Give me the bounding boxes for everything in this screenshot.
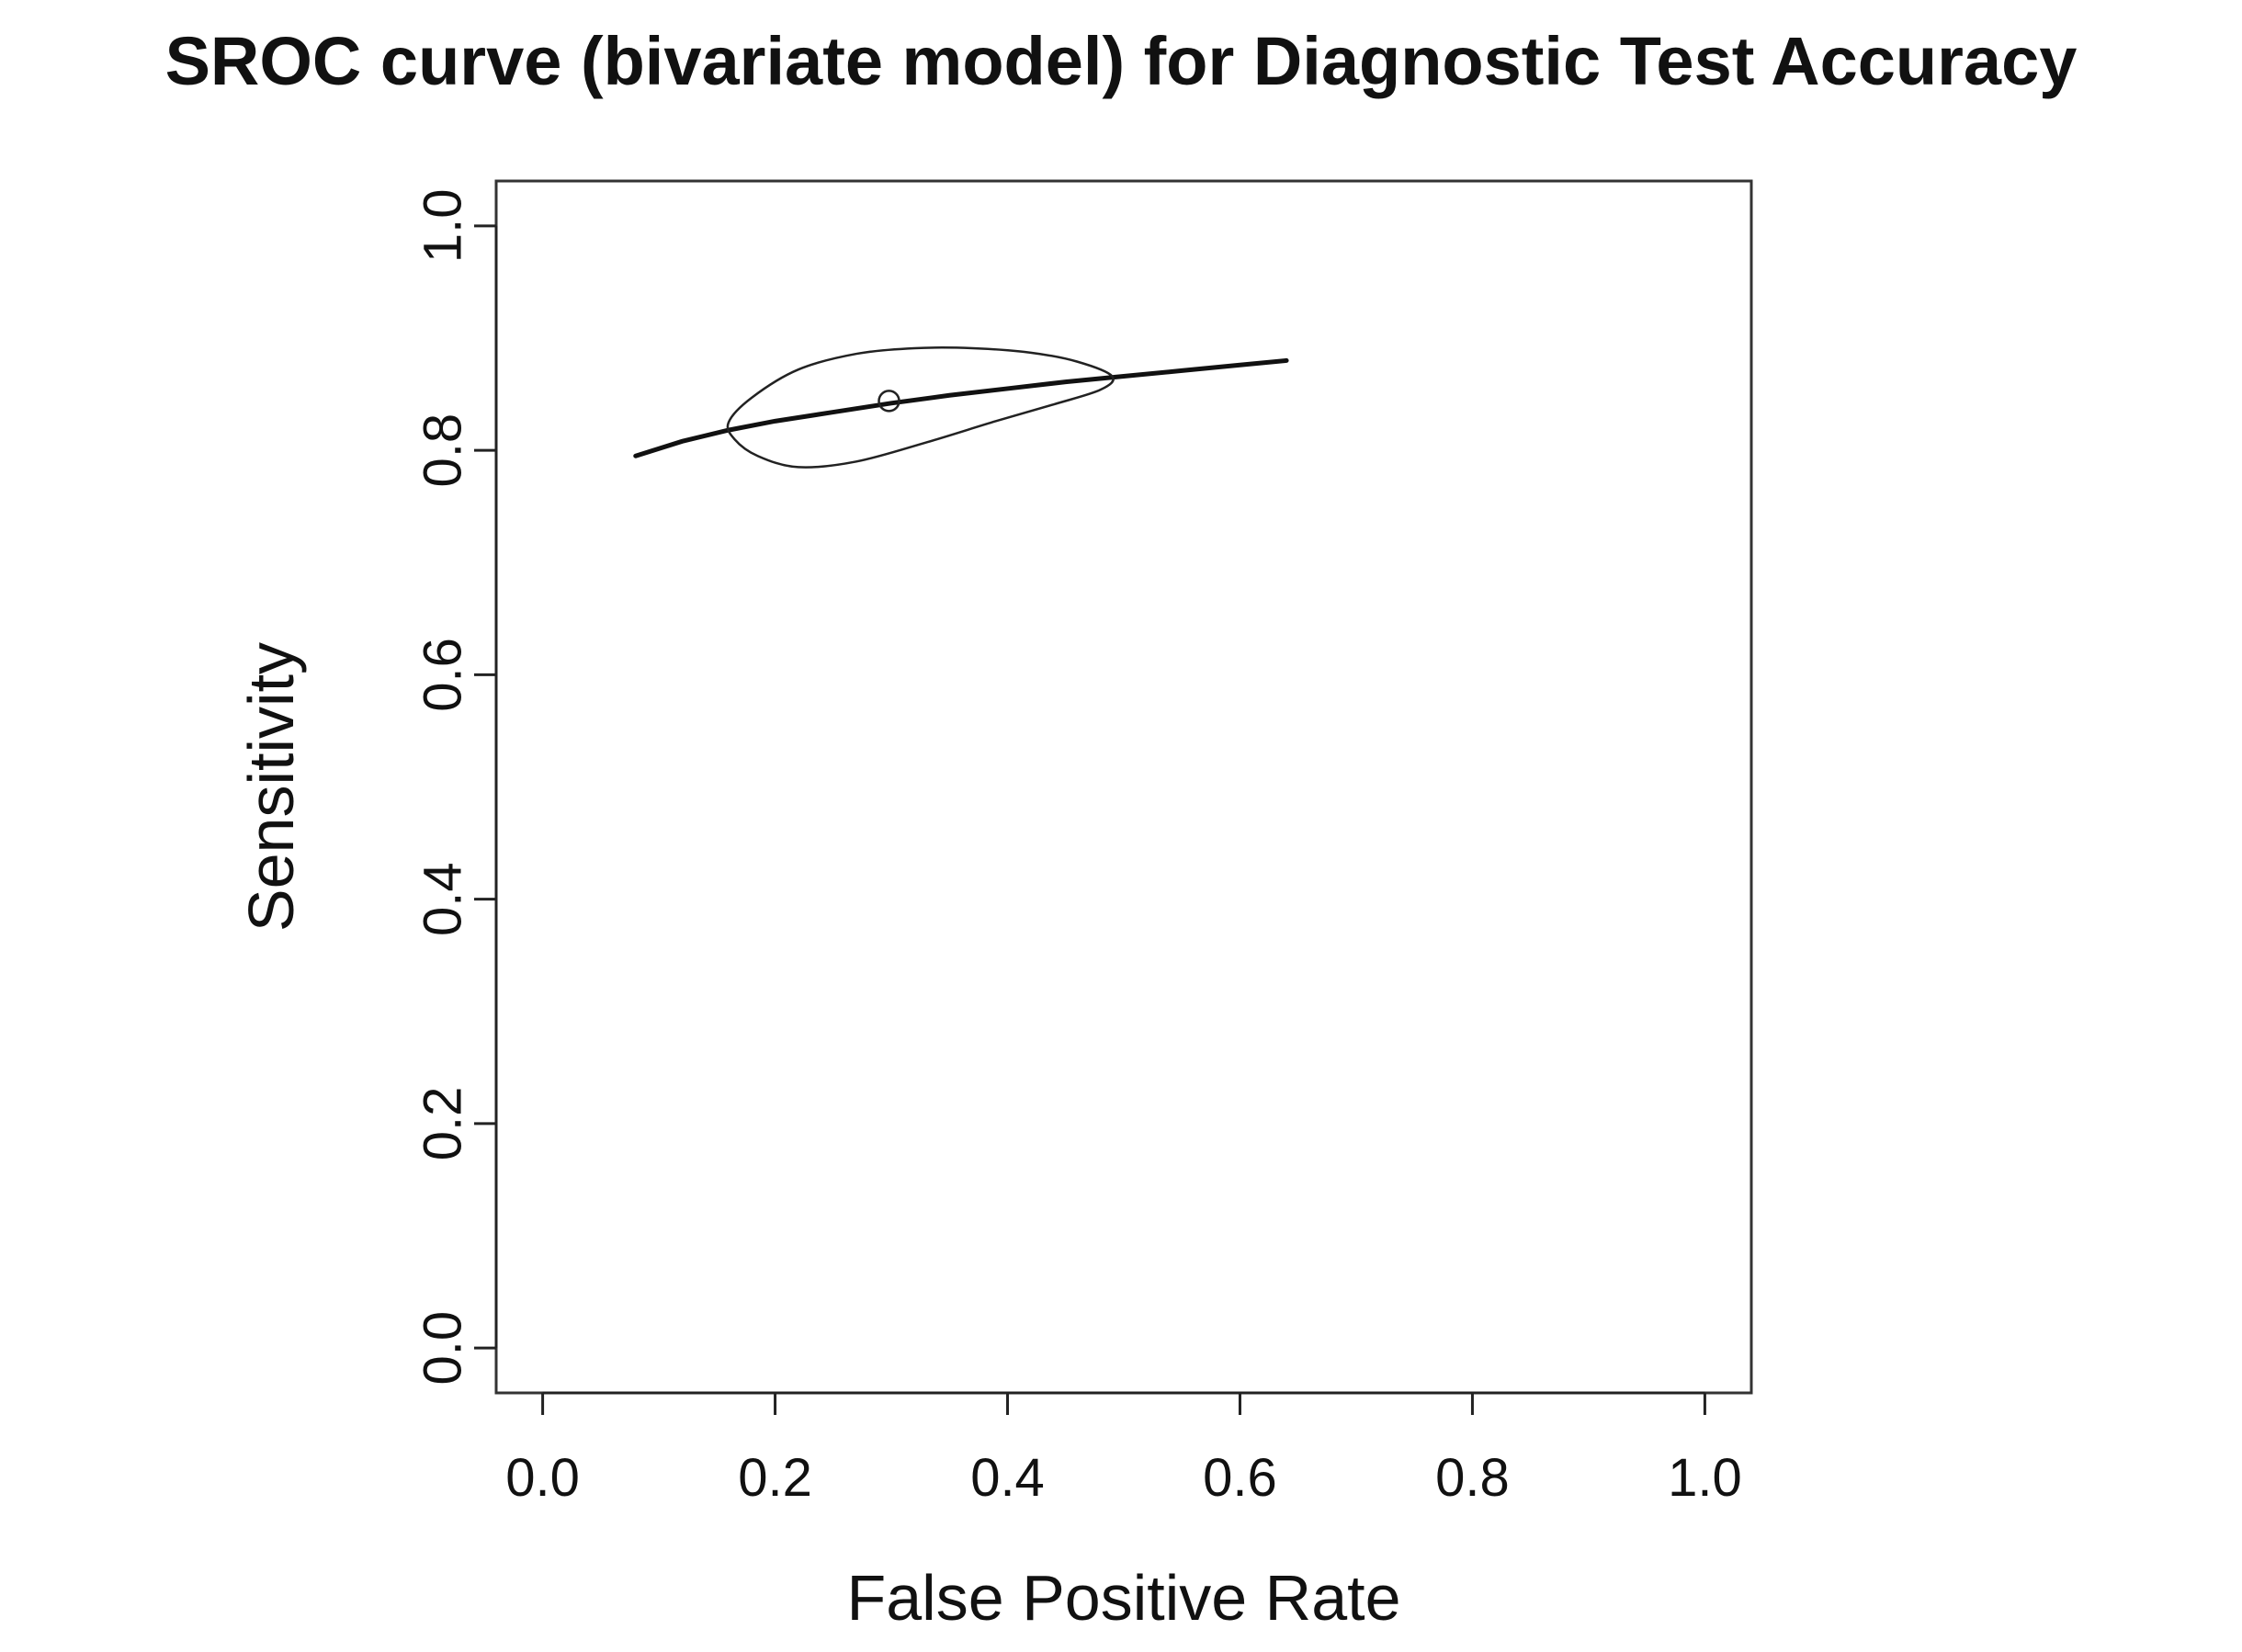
y-tick-label: 0.8 (413, 413, 473, 488)
y-axis: 0.0 0.2 0.4 0.6 0.8 1.0 (413, 189, 498, 1386)
x-tick-label: 0.0 (505, 1448, 580, 1508)
summary-point-marker (878, 390, 900, 413)
x-tick-label: 0.4 (970, 1448, 1045, 1508)
confidence-region-ellipse (726, 346, 1115, 469)
x-tick-label: 1.0 (1668, 1448, 1742, 1508)
y-tick-label: 1.0 (413, 189, 473, 264)
x-tick-label: 0.6 (1203, 1448, 1277, 1508)
x-axis-label: False Positive Rate (846, 1562, 1400, 1634)
x-tick-label: 0.2 (738, 1448, 812, 1508)
plot-area-border (494, 179, 1753, 1395)
y-tick-label: 0.4 (413, 862, 473, 936)
y-tick-label: 0.2 (413, 1087, 473, 1161)
y-axis-label: Sensitivity (235, 642, 307, 932)
x-axis: 0.0 0.2 0.4 0.6 0.8 1.0 (505, 1391, 1742, 1508)
y-tick-label: 0.6 (413, 638, 473, 712)
sroc-curve-line (633, 357, 1289, 458)
series-layer (633, 346, 1289, 469)
x-tick-label: 0.8 (1435, 1448, 1510, 1508)
y-tick-label: 0.0 (413, 1311, 473, 1386)
chart-title: SROC curve (bivariate model) for Diagnos… (165, 23, 2078, 99)
